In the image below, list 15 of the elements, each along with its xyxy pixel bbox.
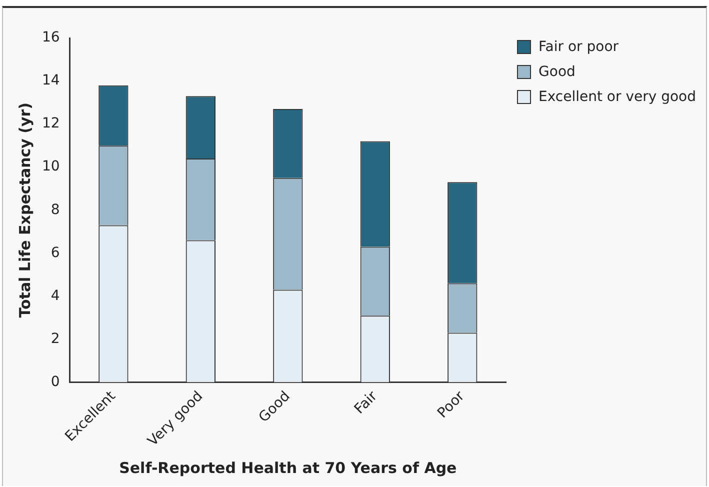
y-tick-label: 6: [50, 244, 60, 261]
y-tick-label: 14: [42, 72, 60, 89]
y-tick-label: 2: [50, 330, 60, 347]
y-axis-title: Total Life Expectancy (yr): [16, 102, 34, 318]
legend-label: Good: [538, 64, 576, 80]
legend-label: Fair or poor: [538, 38, 619, 54]
y-tick-label: 4: [50, 288, 60, 304]
legend-label: Excellent or very good: [538, 88, 696, 104]
x-tick-label: Fair: [352, 388, 381, 418]
y-tick-label: 10: [42, 158, 60, 175]
y-tick-label: 12: [42, 116, 60, 132]
x-axis-title: Self-Reported Health at 70 Years of Age: [119, 458, 457, 477]
y-tick-label: 16: [42, 30, 60, 46]
y-tick-label: 0: [50, 374, 60, 390]
y-tick-label: 8: [50, 202, 60, 218]
